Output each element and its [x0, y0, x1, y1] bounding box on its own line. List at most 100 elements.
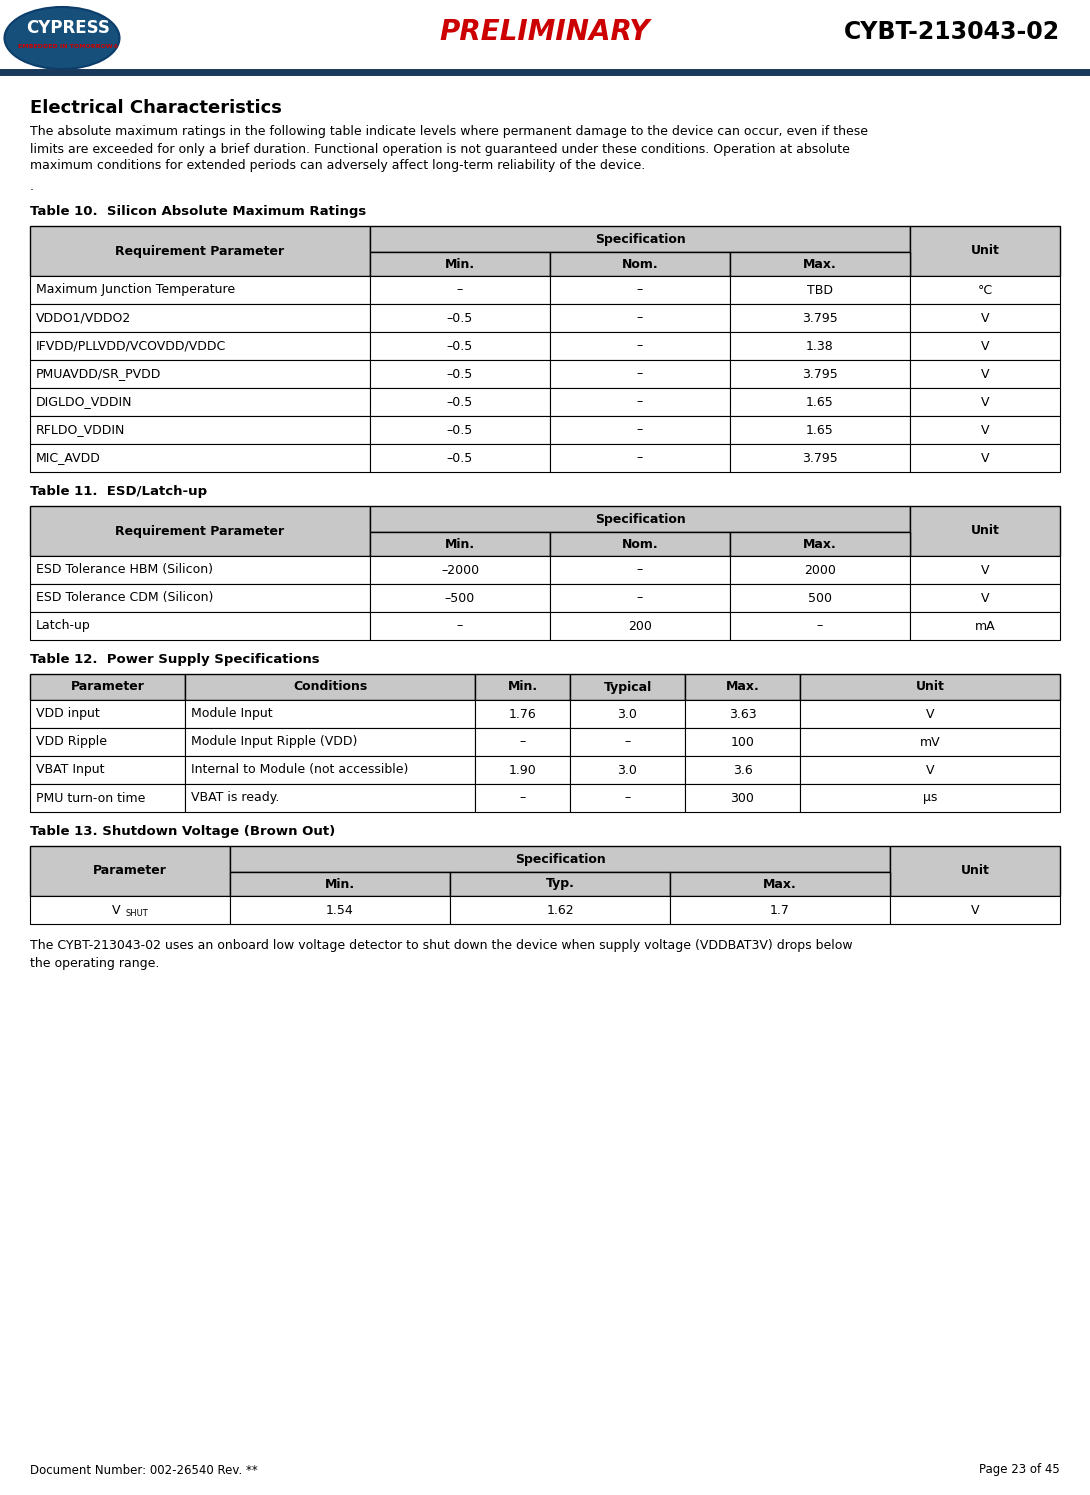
Text: ESD Tolerance HBM (Silicon): ESD Tolerance HBM (Silicon) [36, 564, 213, 577]
Text: Max.: Max. [803, 257, 837, 271]
Text: .: . [31, 181, 34, 193]
Text: RFLDO_VDDIN: RFLDO_VDDIN [36, 423, 125, 437]
Bar [370, 505, 910, 532]
Bar [685, 756, 800, 783]
Bar [910, 505, 1059, 556]
Text: 500: 500 [808, 592, 832, 604]
Text: Parameter: Parameter [93, 864, 167, 878]
Bar [550, 389, 730, 416]
Bar [670, 896, 891, 924]
Bar [910, 226, 1059, 277]
Bar [550, 416, 730, 444]
Text: VDDO1/VDDO2: VDDO1/VDDO2 [36, 311, 131, 324]
Text: V: V [981, 592, 990, 604]
Text: 1.65: 1.65 [807, 396, 834, 408]
Text: Min.: Min. [508, 680, 537, 694]
Text: Module Input: Module Input [191, 707, 272, 721]
Ellipse shape [4, 7, 120, 69]
Text: CYBT-213043-02: CYBT-213043-02 [844, 19, 1059, 43]
Bar [31, 674, 185, 700]
Text: the operating range.: the operating range. [31, 957, 159, 969]
Text: Electrical Characteristics: Electrical Characteristics [31, 99, 282, 117]
Text: mV: mV [920, 736, 941, 749]
Bar [31, 611, 370, 640]
Bar [185, 728, 475, 756]
Text: Min.: Min. [325, 878, 355, 891]
Text: –: – [637, 396, 643, 408]
Text: TBD: TBD [807, 284, 833, 296]
Bar [730, 585, 910, 611]
Bar [475, 674, 570, 700]
Text: Page 23 of 45: Page 23 of 45 [979, 1464, 1059, 1477]
Bar [685, 700, 800, 728]
Text: 1.38: 1.38 [807, 339, 834, 353]
Text: –: – [625, 791, 631, 804]
Bar [730, 532, 910, 556]
Bar [31, 303, 370, 332]
Text: limits are exceeded for only a brief duration. Functional operation is not guara: limits are exceeded for only a brief dur… [31, 142, 850, 155]
Bar [570, 756, 685, 783]
Text: Min.: Min. [445, 257, 475, 271]
Bar [730, 611, 910, 640]
Text: Unit: Unit [970, 245, 1000, 257]
Text: VDD Ripple: VDD Ripple [36, 736, 107, 749]
Bar [370, 277, 550, 303]
Bar [570, 728, 685, 756]
Text: 1.65: 1.65 [807, 423, 834, 437]
Text: μs: μs [923, 791, 937, 804]
Text: –: – [519, 791, 525, 804]
Text: V: V [981, 368, 990, 381]
Text: Document Number: 002-26540 Rev. **: Document Number: 002-26540 Rev. ** [31, 1464, 257, 1477]
Text: 3.795: 3.795 [802, 451, 838, 465]
Text: mA: mA [974, 619, 995, 632]
Bar [31, 277, 370, 303]
Text: 1.54: 1.54 [326, 903, 354, 916]
Text: –0.5: –0.5 [447, 368, 473, 381]
Bar [31, 846, 230, 896]
Bar [730, 303, 910, 332]
Bar [910, 303, 1059, 332]
Text: maximum conditions for extended periods can adversely affect long-term reliabili: maximum conditions for extended periods … [31, 160, 645, 172]
Bar [891, 896, 1059, 924]
Bar [685, 728, 800, 756]
Bar [475, 783, 570, 812]
Text: –: – [625, 736, 631, 749]
Bar [910, 360, 1059, 389]
Text: Parameter: Parameter [71, 680, 145, 694]
Text: 300: 300 [730, 791, 754, 804]
Bar [31, 444, 370, 472]
Bar [910, 611, 1059, 640]
Text: °C: °C [978, 284, 993, 296]
Text: 3.6: 3.6 [732, 764, 752, 776]
Bar [570, 674, 685, 700]
Text: Module Input Ripple (VDD): Module Input Ripple (VDD) [191, 736, 358, 749]
Bar [570, 700, 685, 728]
Text: VDD input: VDD input [36, 707, 100, 721]
Text: –: – [637, 564, 643, 577]
Text: The absolute maximum ratings in the following table indicate levels where perman: The absolute maximum ratings in the foll… [31, 126, 868, 139]
Text: Table 10.  Silicon Absolute Maximum Ratings: Table 10. Silicon Absolute Maximum Ratin… [31, 205, 366, 218]
Bar [370, 532, 550, 556]
Bar [730, 389, 910, 416]
Text: 3.795: 3.795 [802, 368, 838, 381]
Bar [230, 896, 450, 924]
Bar [800, 700, 1059, 728]
Bar [910, 556, 1059, 585]
Text: 1.76: 1.76 [509, 707, 536, 721]
Bar [685, 783, 800, 812]
Text: PMU turn-on time: PMU turn-on time [36, 791, 145, 804]
Bar [800, 728, 1059, 756]
Bar [550, 585, 730, 611]
Bar [370, 444, 550, 472]
Text: Max.: Max. [803, 538, 837, 550]
Text: V: V [981, 451, 990, 465]
Text: V: V [925, 707, 934, 721]
Bar [550, 611, 730, 640]
Bar [730, 360, 910, 389]
Text: VBAT is ready.: VBAT is ready. [191, 791, 279, 804]
Text: V: V [971, 903, 979, 916]
Bar [370, 556, 550, 585]
Text: V: V [981, 396, 990, 408]
Text: –0.5: –0.5 [447, 396, 473, 408]
Text: EMBEDDED IN TOMORROW®: EMBEDDED IN TOMORROW® [17, 43, 119, 48]
